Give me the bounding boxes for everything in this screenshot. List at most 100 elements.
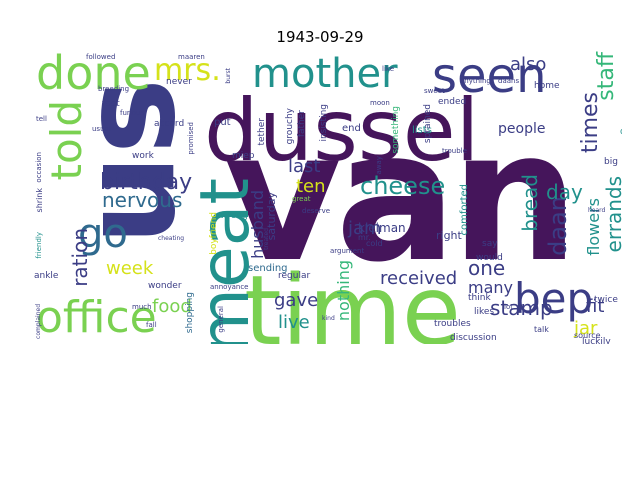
word-wonder: wonder [148, 281, 182, 291]
word-last: last [288, 156, 321, 177]
word-office: office [36, 292, 157, 343]
word-many: many [468, 278, 513, 297]
word-cloud: van us dussel time meat seen mother done… [34, 48, 622, 344]
word-right: right [436, 229, 462, 242]
word-work: work [132, 151, 154, 161]
word-boyfriend: boyfriend [209, 212, 219, 255]
word-never: never [166, 77, 192, 87]
word-end: end [342, 123, 361, 134]
word-wrong: wrong [220, 211, 248, 221]
word-bep: bep [514, 274, 594, 323]
word-accord: accord [154, 119, 185, 129]
word-nothing: nothing [334, 260, 353, 322]
word-big: big [604, 157, 618, 167]
word-received: received [380, 268, 458, 289]
word-go: go [78, 211, 128, 257]
word-anything: anything [460, 77, 491, 85]
word-father: father [297, 110, 307, 138]
word-followed: followed [86, 53, 116, 61]
word-mother: mother [252, 51, 398, 97]
word-sprained: sprained [423, 104, 433, 144]
word-likes: likes [474, 307, 495, 317]
word-miep: miep [232, 151, 255, 161]
word-like: like [382, 65, 395, 73]
word-talk: talk [534, 325, 549, 334]
word-stamp: stamp [490, 296, 553, 320]
word-shopping: shopping [185, 292, 195, 334]
word-comforted: comforted [459, 184, 470, 236]
word-sweet: sweet [424, 87, 445, 95]
word-told: told [42, 100, 91, 181]
word-tether: tether [257, 118, 267, 146]
word-daans: daans [498, 77, 520, 85]
word-live: live [278, 312, 310, 333]
word-burst: burst [225, 68, 232, 84]
word-cheese: cheese [360, 172, 446, 200]
word-people: people [498, 121, 546, 137]
word-foot: foot [102, 99, 120, 109]
word-ten: ten [296, 176, 326, 197]
word-something: something [391, 106, 401, 154]
word-drama: drama [620, 128, 622, 137]
word-errands: errands [602, 176, 622, 253]
word-mr: mr. [358, 233, 371, 242]
word-home: home [534, 81, 560, 91]
word-ankle: ankle [34, 271, 59, 281]
word-deserve: deserve [302, 207, 331, 215]
word-complained: complained [35, 304, 42, 339]
word-twice: twice [594, 295, 618, 305]
word-dussel: dussel [204, 81, 480, 181]
word-staff: staff [594, 52, 619, 101]
word-source: source [574, 331, 601, 340]
word-birthday: birthday [100, 170, 193, 195]
word-grouchy: grouchy [285, 108, 295, 145]
word-heard: heard [588, 207, 606, 214]
word-discussion: discussion [450, 333, 497, 343]
word-food: food [152, 296, 192, 317]
word-luckily: luckily [582, 337, 611, 345]
word-one: one [468, 256, 506, 280]
word-general: general [217, 306, 225, 333]
word-annoyance: annoyance [210, 283, 249, 291]
word-kleiman: kleiman [358, 221, 406, 235]
word-occasion: occasion [35, 152, 43, 183]
word-van: van [224, 93, 579, 302]
word-times: times [578, 92, 603, 154]
word-insisting: insisting [319, 104, 329, 142]
word-trouble: trouble [442, 147, 467, 155]
word-tell: tell [36, 115, 47, 123]
word-much: much [132, 303, 152, 311]
word-furious: furious [120, 109, 145, 117]
word-fit: fit [586, 296, 605, 317]
word-away: away [375, 156, 383, 175]
word-gave: gave [274, 290, 319, 311]
word-daan: daan [544, 196, 572, 256]
word-say: say [482, 239, 498, 249]
word-treated: treated [263, 228, 270, 250]
word-bread: bread [518, 174, 542, 232]
word-seen: seen [432, 48, 547, 104]
word-ration: ration [68, 228, 92, 287]
word-put: put [214, 117, 231, 128]
word-lists: lists [412, 125, 432, 136]
word-troubles: troubles [434, 319, 471, 329]
word-done: done [36, 48, 151, 100]
word-time: time [244, 255, 461, 344]
word-would: would [476, 253, 503, 263]
word-promised: promised [187, 122, 195, 155]
word-jam: jam [348, 218, 382, 239]
word-week: week [106, 258, 154, 279]
chart-title: 1943-09-29 [276, 28, 364, 46]
word-friendly: friendly [35, 232, 43, 259]
word-argument: argument [330, 247, 365, 255]
word-cold: cold [366, 239, 383, 248]
word-nervous: nervous [102, 188, 183, 212]
word-maaren: maaren [178, 53, 205, 61]
word-moon: moon [370, 99, 390, 107]
word-regular: regular [278, 271, 311, 281]
word-lot: lot [504, 303, 513, 311]
word-fall: fall [146, 321, 157, 329]
word-think: think [468, 293, 491, 303]
word-kind: kind [322, 315, 335, 322]
word-sending: sending [248, 263, 288, 274]
